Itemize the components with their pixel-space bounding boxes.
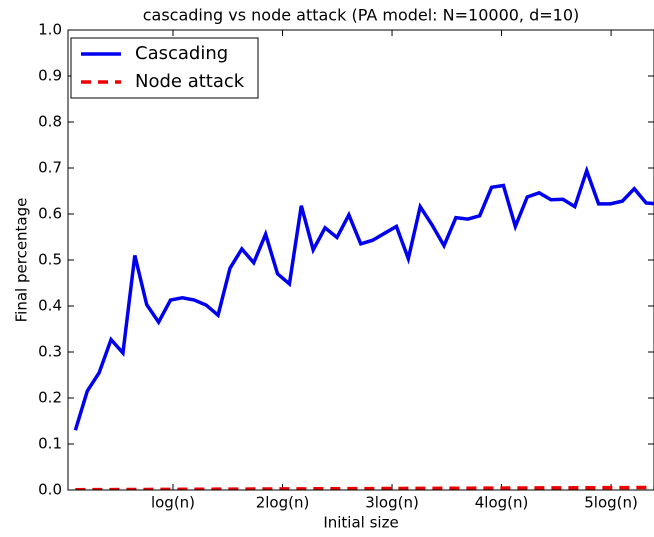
y-tick-label: 0.4	[38, 297, 62, 315]
line-series	[73, 165, 654, 431]
y-tick-label: 0.1	[38, 435, 62, 453]
chart-title: cascading vs node attack (PA model: N=10…	[143, 6, 580, 25]
y-tick-label: 0.9	[38, 67, 62, 85]
y-tick-label: 0.6	[38, 205, 62, 223]
y-tick-label: 0.0	[38, 481, 62, 499]
y-tick-label: 0.2	[38, 389, 62, 407]
x-tick-label: 2log(n)	[256, 494, 310, 512]
y-tick-label: 0.5	[38, 251, 62, 269]
y-tick-label: 0.8	[38, 113, 62, 131]
x-tick-label: log(n)	[151, 494, 195, 512]
y-axis-label: Final percentage	[13, 198, 31, 323]
x-tick-label: 3log(n)	[365, 494, 419, 512]
x-tick-label: 5log(n)	[584, 494, 638, 512]
legend-label: Cascading	[135, 43, 228, 64]
y-tick-label: 1.0	[38, 21, 62, 39]
y-tick-label: 0.3	[38, 343, 62, 361]
line-series	[75, 485, 654, 490]
y-tick-label: 0.7	[38, 159, 62, 177]
legend-label: Node attack	[135, 71, 245, 92]
x-tick-label: 4log(n)	[475, 494, 529, 512]
plot-frame	[67, 29, 654, 491]
legend-box	[70, 37, 259, 99]
plot-area	[73, 165, 654, 490]
x-axis-label: Initial size	[323, 514, 398, 532]
